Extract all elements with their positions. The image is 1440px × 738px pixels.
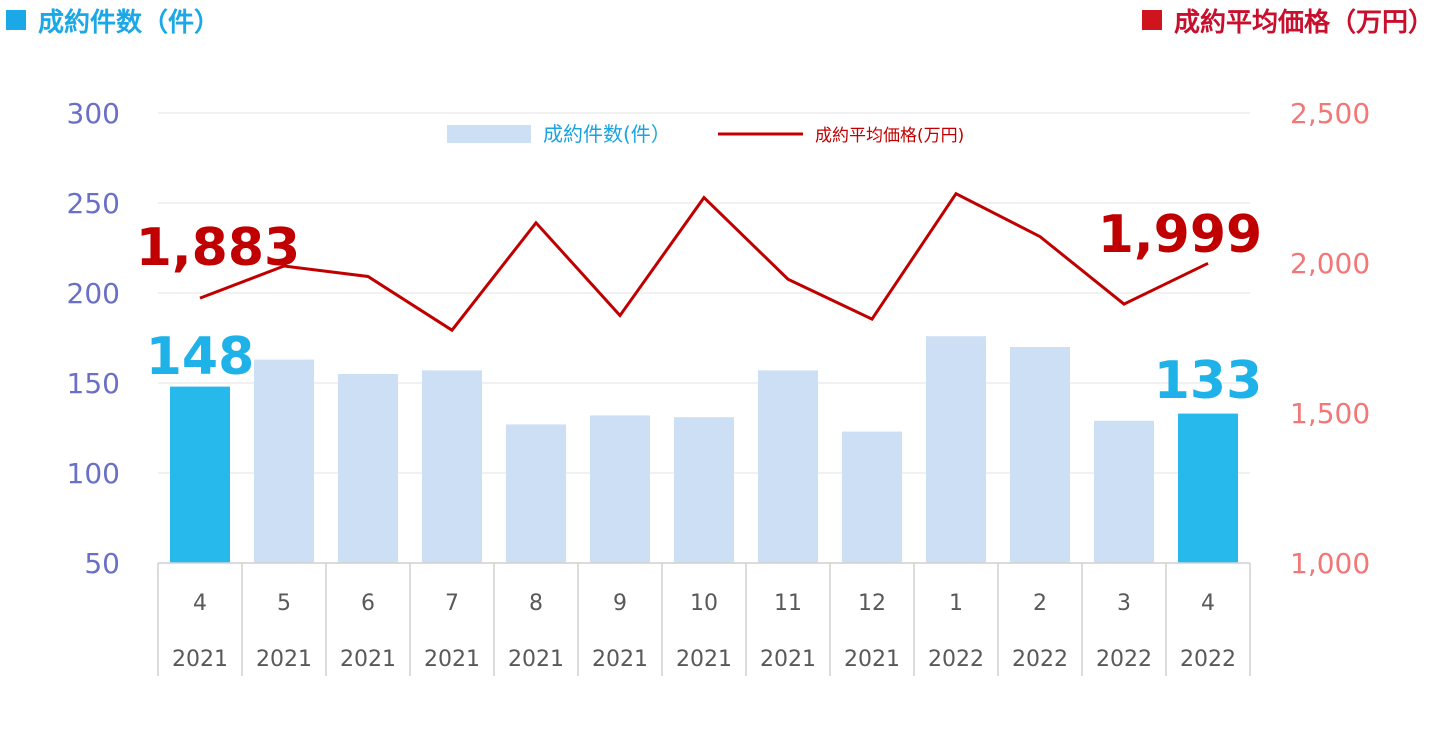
x-tick-month: 11 xyxy=(774,591,802,616)
bar xyxy=(254,359,314,563)
x-tick-month: 4 xyxy=(1201,591,1215,616)
bar xyxy=(1094,420,1154,563)
price-line xyxy=(199,191,1209,333)
line-value-label-first: 1,883 xyxy=(136,218,300,278)
x-tick-month: 3 xyxy=(1117,591,1131,616)
y-right-tick: 1,500 xyxy=(1290,397,1370,430)
y-left-tick: 100 xyxy=(67,457,120,490)
x-tick-month: 5 xyxy=(277,591,291,616)
x-tick-year: 2021 xyxy=(424,647,480,672)
blue-square-marker xyxy=(6,10,26,30)
x-tick-month: 8 xyxy=(529,591,543,616)
bar xyxy=(926,336,986,563)
y-left-tick: 150 xyxy=(67,367,120,400)
x-tick-month: 4 xyxy=(193,591,207,616)
y-left-tick: 300 xyxy=(67,97,120,130)
right-axis-header-label: 成約平均価格（万円） xyxy=(1173,7,1434,38)
x-tick-year: 2021 xyxy=(760,647,816,672)
legend-bar-swatch xyxy=(447,125,531,143)
x-tick-month: 6 xyxy=(361,591,375,616)
x-tick-year: 2022 xyxy=(1096,647,1152,672)
bar xyxy=(506,424,566,563)
x-tick-month: 12 xyxy=(858,591,886,616)
x-tick-year: 2021 xyxy=(592,647,648,672)
y-left-tick: 50 xyxy=(84,547,120,580)
bar xyxy=(758,370,818,563)
bar xyxy=(1010,347,1070,563)
bar xyxy=(590,415,650,563)
left-axis-header-label: 成約件数（件） xyxy=(38,7,221,38)
x-tick-year: 2021 xyxy=(508,647,564,672)
bar xyxy=(674,417,734,563)
left-axis-header: 成約件数（件） xyxy=(6,0,220,40)
y-left-tick: 200 xyxy=(67,277,120,310)
right-axis-header: 成約平均価格（万円） xyxy=(1141,0,1434,40)
x-tick-month: 10 xyxy=(690,591,718,616)
bar xyxy=(338,374,398,563)
x-tick-year: 2022 xyxy=(1012,647,1068,672)
legend-bar-label: 成約件数(件） xyxy=(543,122,671,146)
bar xyxy=(170,386,230,563)
bar-value-label-first: 148 xyxy=(146,327,255,387)
y-right-tick: 2,000 xyxy=(1290,247,1370,280)
x-tick-year: 2021 xyxy=(340,647,396,672)
y-left-tick: 250 xyxy=(67,187,120,220)
bar xyxy=(422,370,482,563)
x-tick-year: 2021 xyxy=(676,647,732,672)
x-tick-year: 2021 xyxy=(844,647,900,672)
x-tick-month: 7 xyxy=(445,591,459,616)
x-tick-year: 2022 xyxy=(1180,647,1236,672)
x-tick-month: 9 xyxy=(613,591,627,616)
line-value-label-last: 1,999 xyxy=(1098,205,1262,265)
x-tick-year: 2022 xyxy=(928,647,984,672)
x-tick-month: 1 xyxy=(949,591,963,616)
y-right-tick: 1,000 xyxy=(1290,547,1370,580)
legend-line-label: 成約平均価格(万円) xyxy=(815,126,964,146)
y-right-tick: 2,500 xyxy=(1290,97,1370,130)
x-tick-year: 2021 xyxy=(256,647,312,672)
red-square-marker xyxy=(1141,10,1162,30)
bar xyxy=(1178,413,1238,563)
x-tick-month: 2 xyxy=(1033,591,1047,616)
bar-value-label-last: 133 xyxy=(1154,351,1263,411)
bar xyxy=(842,431,902,563)
x-tick-year: 2021 xyxy=(172,647,228,672)
